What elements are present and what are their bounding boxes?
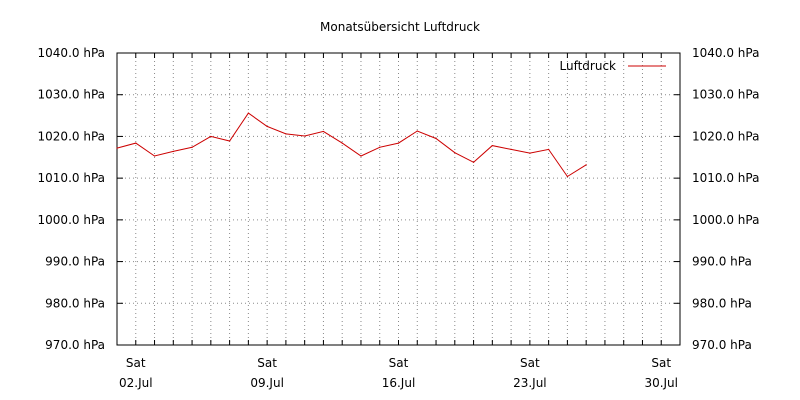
x-tick-day-label: Sat — [257, 356, 277, 370]
data-point — [360, 155, 362, 157]
x-tick-date-label: 02.Jul — [119, 376, 153, 390]
x-tick-date-label: 23.Jul — [513, 376, 547, 390]
data-point — [266, 125, 268, 128]
y-tick-label-right: 980.0 hPa — [692, 296, 752, 310]
y-axis-right-labels: 970.0 hPa 980.0 hPa 990.0 hPa 1000.0 hPa 101… — [692, 46, 759, 352]
data-point — [548, 148, 550, 150]
y-tick-label-right: 1010.0 hPa — [692, 171, 759, 185]
y-axis-left-labels: 970.0 hPa 980.0 hPa 990.0 hPa 1000.0 hPa 101… — [38, 46, 105, 352]
y-tick-label-right: 1040.0 hPa — [692, 46, 759, 60]
data-point — [247, 112, 249, 114]
y-tick-label-right: 1000.0 hPa — [692, 213, 759, 227]
x-tick-date-label: 30.Jul — [644, 376, 678, 390]
data-point — [153, 155, 156, 157]
grid — [117, 53, 680, 345]
data-point — [416, 130, 418, 132]
data-point — [397, 142, 400, 144]
x-axis-labels: Sat 02.Jul Sat 09.Jul Sat 16.Jul Sat 23.Jul Sat 3… — [119, 356, 678, 390]
data-point — [135, 142, 137, 144]
legend-label: Luftdruck — [559, 59, 616, 73]
y-tick-label: 1030.0 hPa — [38, 88, 105, 102]
data-point — [566, 175, 569, 178]
x-tick-date-label: 16.Jul — [382, 376, 416, 390]
x-tick-day-label: Sat — [651, 356, 671, 370]
data-point — [529, 152, 531, 154]
data-point — [229, 140, 231, 142]
data-point — [435, 137, 437, 140]
data-point — [585, 164, 587, 166]
data-point — [116, 147, 118, 149]
data-point — [491, 145, 493, 147]
y-tick-label-right: 990.0 hPa — [692, 255, 752, 269]
x-tick-date-label: 09.Jul — [250, 376, 284, 390]
y-tick-label: 1040.0 hPa — [38, 46, 105, 60]
x-tick-day-label: Sat — [389, 356, 409, 370]
series-line-luftdruck — [116, 112, 587, 178]
y-tick-label: 990.0 hPa — [45, 255, 105, 269]
data-point — [191, 146, 193, 148]
data-point — [210, 135, 212, 138]
y-tick-label: 980.0 hPa — [45, 296, 105, 310]
y-tick-label: 1010.0 hPa — [38, 171, 105, 185]
x-tick-day-label: Sat — [520, 356, 540, 370]
data-point — [304, 135, 306, 137]
chart-title: Monatsübersicht Luftdruck — [320, 20, 480, 34]
y-tick-label-right: 970.0 hPa — [692, 338, 752, 352]
legend: Luftdruck — [559, 59, 666, 73]
x-tick-day-label: Sat — [126, 356, 146, 370]
data-point — [454, 152, 456, 154]
y-tick-label: 970.0 hPa — [45, 338, 105, 352]
data-point — [379, 146, 381, 148]
data-point — [285, 133, 287, 135]
data-point — [172, 150, 174, 153]
data-point — [510, 148, 512, 150]
data-point — [472, 161, 475, 163]
y-tick-label-right: 1020.0 hPa — [692, 129, 759, 143]
data-point — [322, 130, 325, 133]
y-tick-label: 1020.0 hPa — [38, 129, 105, 143]
y-tick-label: 1000.0 hPa — [38, 213, 105, 227]
series-lines — [116, 112, 587, 178]
data-point — [341, 142, 343, 144]
tick-marks — [117, 52, 680, 346]
y-tick-label-right: 1030.0 hPa — [692, 88, 759, 102]
